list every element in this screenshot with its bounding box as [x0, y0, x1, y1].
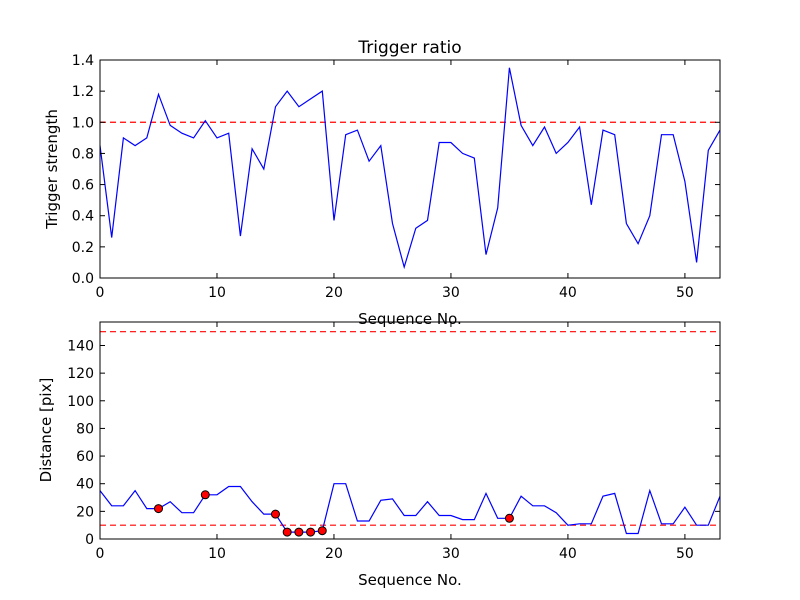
- x-tick-label: 10: [208, 546, 226, 562]
- x-tick-label: 30: [442, 285, 460, 301]
- data-point-marker: [294, 527, 304, 537]
- x-tick-label: 0: [96, 546, 105, 562]
- x-tick-label: 10: [208, 285, 226, 301]
- x-axis-label: Sequence No.: [358, 571, 462, 589]
- y-tick-label: 20: [76, 504, 94, 520]
- y-tick-label: 140: [67, 338, 94, 354]
- x-axis-label: Sequence No.: [358, 310, 462, 328]
- plot-layer: [99, 331, 721, 537]
- x-tick-label: 20: [325, 285, 343, 301]
- axes-frame: [99, 59, 721, 279]
- tick-layer: 0 10 20 30 40 50 0 20 40 60 80 100 120 140: [67, 322, 720, 562]
- trigger-ratio-chart: 0 10 20 30 40 50 0.0 0.2 0.4 0.6 0.8 1.0 1.2 1.4 Trig…: [43, 38, 721, 328]
- y-tick-label: 40: [76, 477, 94, 493]
- x-tick-label: 50: [676, 546, 694, 562]
- axes-frame: [99, 321, 721, 540]
- y-tick-label: 0.0: [72, 271, 94, 287]
- y-tick-label: 0.4: [72, 209, 94, 225]
- y-tick-label: 100: [67, 394, 94, 410]
- y-tick-label: 80: [76, 421, 94, 437]
- x-tick-label: 0: [96, 285, 105, 301]
- y-tick-label: 1.4: [72, 53, 94, 69]
- y-tick-label: 1.2: [72, 84, 94, 100]
- y-tick-label: 1.0: [72, 115, 94, 131]
- x-tick-label: 30: [442, 546, 460, 562]
- series-line-0: [99, 67, 721, 270]
- data-point-marker: [504, 513, 514, 523]
- y-axis-label: Trigger strength: [43, 109, 61, 230]
- x-tick-label: 40: [559, 285, 577, 301]
- y-tick-label: 0.6: [72, 178, 94, 194]
- y-tick-label: 60: [76, 449, 94, 465]
- y-tick-label: 0: [85, 532, 94, 548]
- data-point-marker: [282, 527, 292, 537]
- tick-layer: 0 10 20 30 40 50 0.0 0.2 0.4 0.6 0.8 1.0 1.2 1.4: [72, 53, 720, 301]
- y-tick-label: 0.2: [72, 240, 94, 256]
- data-point-marker: [153, 504, 163, 514]
- x-tick-label: 40: [559, 546, 577, 562]
- data-point-marker: [200, 490, 210, 500]
- x-tick-label: 20: [325, 546, 343, 562]
- y-tick-label: 120: [67, 366, 94, 382]
- y-tick-label: 0.8: [72, 146, 94, 162]
- data-point-marker: [270, 509, 280, 519]
- y-axis-label: Distance [pix]: [37, 378, 55, 483]
- chart-title: Trigger ratio: [357, 38, 461, 58]
- data-point-marker: [306, 527, 316, 537]
- x-tick-label: 50: [676, 285, 694, 301]
- plot-layer: [99, 67, 721, 270]
- distance-chart: 0 10 20 30 40 50 0 20 40 60 80 100 120 140 Sequence N…: [37, 321, 721, 589]
- data-point-marker: [317, 526, 327, 536]
